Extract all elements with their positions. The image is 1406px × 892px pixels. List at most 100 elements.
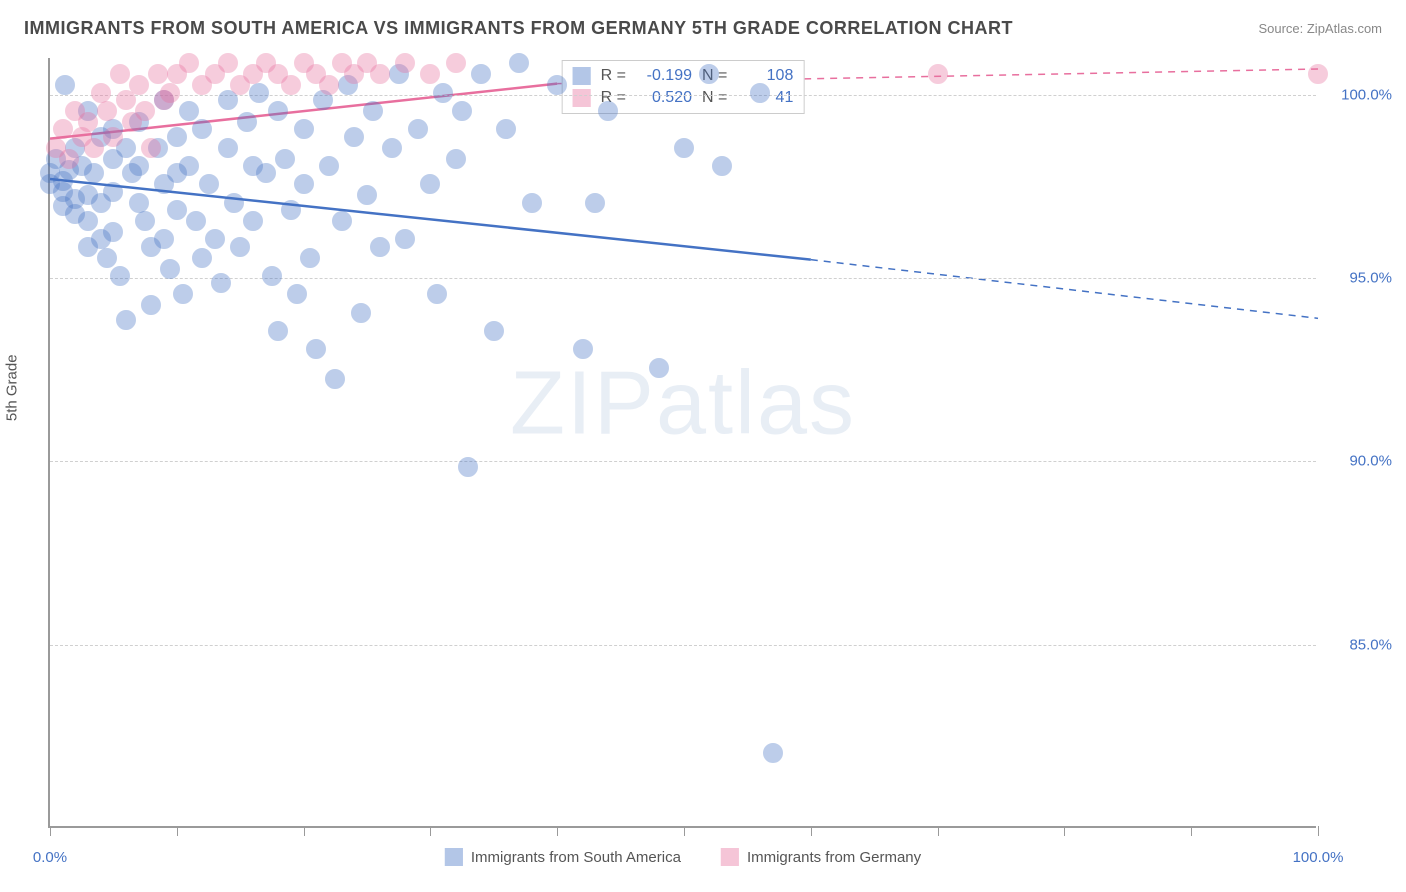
- data-point: [294, 119, 314, 139]
- data-point: [129, 156, 149, 176]
- data-point: [211, 273, 231, 293]
- data-point: [91, 83, 111, 103]
- data-point: [256, 163, 276, 183]
- data-point: [281, 200, 301, 220]
- y-tick-label: 85.0%: [1349, 636, 1392, 653]
- data-point: [427, 284, 447, 304]
- data-point: [281, 75, 301, 95]
- data-point: [573, 339, 593, 359]
- legend-item-south-america: Immigrants from South America: [445, 848, 681, 866]
- swatch-south-america-icon: [445, 848, 463, 866]
- data-point: [116, 310, 136, 330]
- data-point: [268, 101, 288, 121]
- x-tick: [811, 826, 812, 836]
- data-point: [160, 259, 180, 279]
- data-point: [395, 53, 415, 73]
- data-point: [750, 83, 770, 103]
- plot-area: ZIPatlas R =-0.199N =108R =0.520N =41 Im…: [48, 58, 1316, 828]
- n-label: N =: [702, 89, 727, 107]
- data-point: [306, 339, 326, 359]
- data-point: [699, 64, 719, 84]
- data-point: [205, 229, 225, 249]
- x-tick: [557, 826, 558, 836]
- data-point: [332, 211, 352, 231]
- data-point: [585, 193, 605, 213]
- data-point: [53, 119, 73, 139]
- data-point: [141, 295, 161, 315]
- data-point: [230, 237, 250, 257]
- data-point: [135, 101, 155, 121]
- data-point: [103, 182, 123, 202]
- data-point: [674, 138, 694, 158]
- x-tick-label: 100.0%: [1293, 849, 1344, 866]
- data-point: [129, 75, 149, 95]
- data-point: [1308, 64, 1328, 84]
- gridline: [50, 645, 1316, 646]
- legend-item-germany: Immigrants from Germany: [721, 848, 921, 866]
- data-point: [103, 127, 123, 147]
- x-tick: [1064, 826, 1065, 836]
- x-tick: [304, 826, 305, 836]
- trend-lines-layer: [50, 58, 1316, 826]
- r-value: -0.199: [636, 67, 692, 85]
- data-point: [224, 193, 244, 213]
- data-point: [370, 64, 390, 84]
- data-point: [357, 185, 377, 205]
- data-point: [649, 358, 669, 378]
- data-point: [509, 53, 529, 73]
- data-point: [192, 119, 212, 139]
- chart-title: IMMIGRANTS FROM SOUTH AMERICA VS IMMIGRA…: [24, 18, 1013, 39]
- data-point: [84, 138, 104, 158]
- data-point: [547, 75, 567, 95]
- x-tick: [50, 826, 51, 836]
- x-tick: [684, 826, 685, 836]
- y-tick-label: 95.0%: [1349, 270, 1392, 287]
- data-point: [110, 64, 130, 84]
- data-point: [129, 193, 149, 213]
- data-point: [287, 284, 307, 304]
- data-point: [458, 457, 478, 477]
- data-point: [763, 743, 783, 763]
- data-point: [300, 248, 320, 268]
- data-point: [262, 266, 282, 286]
- data-point: [484, 321, 504, 341]
- gridline: [50, 461, 1316, 462]
- source-label: Source: ZipAtlas.com: [1258, 21, 1382, 36]
- data-point: [395, 229, 415, 249]
- data-point: [173, 284, 193, 304]
- data-point: [167, 127, 187, 147]
- data-point: [186, 211, 206, 231]
- data-point: [268, 321, 288, 341]
- legend-bottom: Immigrants from South America Immigrants…: [445, 848, 921, 866]
- stats-swatch-icon: [573, 67, 591, 85]
- data-point: [344, 127, 364, 147]
- x-tick-label: 0.0%: [33, 849, 67, 866]
- data-point: [192, 248, 212, 268]
- gridline: [50, 278, 1316, 279]
- data-point: [110, 266, 130, 286]
- legend-label-1: Immigrants from South America: [471, 849, 681, 866]
- n-value: 108: [737, 67, 793, 85]
- data-point: [199, 174, 219, 194]
- x-tick: [430, 826, 431, 836]
- data-point: [712, 156, 732, 176]
- y-tick-label: 90.0%: [1349, 453, 1392, 470]
- r-label: R =: [601, 67, 626, 85]
- data-point: [446, 149, 466, 169]
- data-point: [522, 193, 542, 213]
- data-point: [325, 369, 345, 389]
- x-tick: [1191, 826, 1192, 836]
- data-point: [141, 138, 161, 158]
- swatch-germany-icon: [721, 848, 739, 866]
- data-point: [496, 119, 516, 139]
- data-point: [275, 149, 295, 169]
- data-point: [167, 200, 187, 220]
- data-point: [471, 64, 491, 84]
- data-point: [319, 156, 339, 176]
- data-point: [218, 138, 238, 158]
- data-point: [446, 53, 466, 73]
- r-value: 0.520: [636, 89, 692, 107]
- data-point: [55, 75, 75, 95]
- legend-label-2: Immigrants from Germany: [747, 849, 921, 866]
- y-axis-label: 5th Grade: [4, 354, 21, 421]
